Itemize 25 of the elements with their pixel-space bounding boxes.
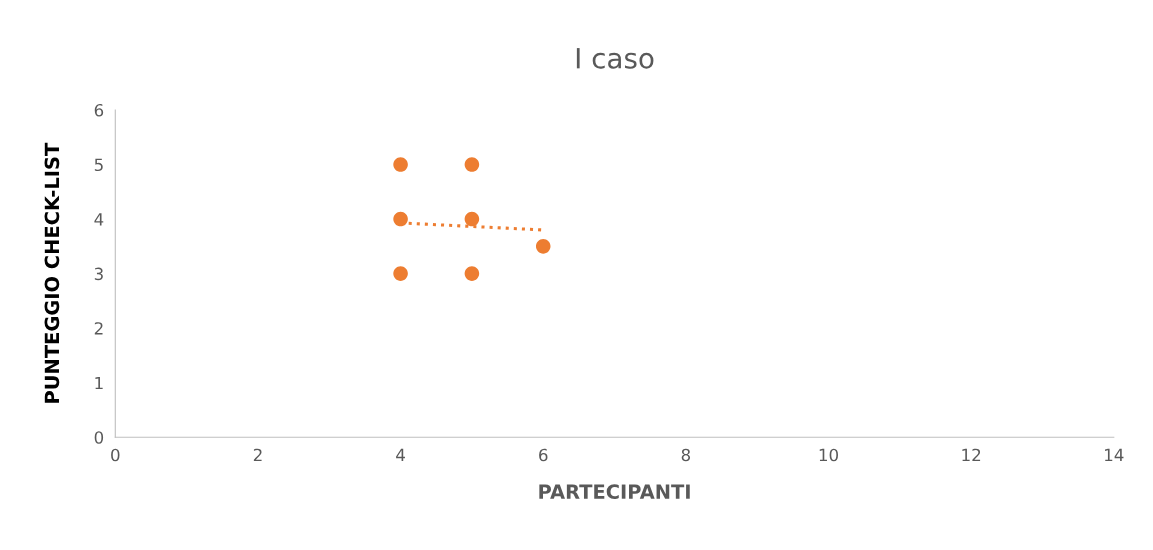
y-tick-label: 6	[94, 103, 104, 117]
x-tick-label: 8	[681, 448, 691, 462]
y-tick-label: 4	[94, 213, 104, 226]
x-tick-label: 0	[111, 448, 120, 462]
point	[464, 266, 480, 281]
x-axis-title: PARTECIPANTI	[539, 484, 690, 499]
x-tick-label: 12	[962, 448, 981, 462]
point	[535, 239, 551, 254]
x-tick-label: 14	[1105, 448, 1124, 462]
y-tick-label: 3	[94, 267, 103, 281]
y-tick-label: 2	[94, 322, 103, 335]
point	[393, 211, 408, 227]
point	[393, 266, 408, 281]
point	[464, 157, 480, 172]
y-tick-label: 1	[95, 376, 103, 390]
point	[393, 157, 408, 172]
y-tick-label: 5	[94, 158, 103, 172]
y-tick-label: 0	[94, 431, 104, 444]
x-tick-label: 4	[396, 448, 405, 462]
y-axis-title: PUNTEGGIO CHECK-LIST	[44, 142, 60, 403]
x-tick-label: 2	[253, 448, 262, 462]
x-tick-label: 10	[819, 448, 839, 462]
chart-title: I caso	[576, 48, 654, 69]
point	[464, 211, 480, 227]
x-tick-label: 6	[539, 448, 548, 462]
